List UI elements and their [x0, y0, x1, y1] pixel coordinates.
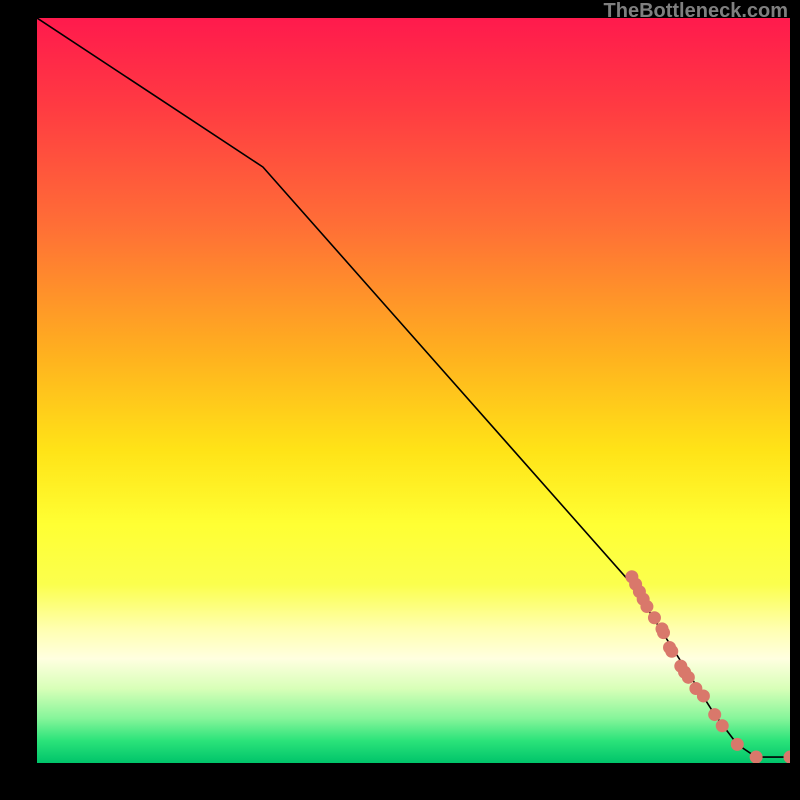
watermark-text: TheBottleneck.com — [604, 0, 788, 23]
plot-svg — [37, 18, 790, 763]
data-marker — [716, 720, 728, 732]
plot-area — [37, 18, 790, 763]
data-marker — [682, 671, 694, 683]
data-marker — [641, 601, 653, 613]
data-marker — [697, 690, 709, 702]
data-marker — [750, 751, 762, 763]
chart-frame: TheBottleneck.com — [0, 0, 800, 800]
data-marker — [731, 738, 743, 750]
data-marker — [658, 627, 670, 639]
data-marker — [666, 645, 678, 657]
data-marker — [709, 709, 721, 721]
data-marker — [648, 612, 660, 624]
